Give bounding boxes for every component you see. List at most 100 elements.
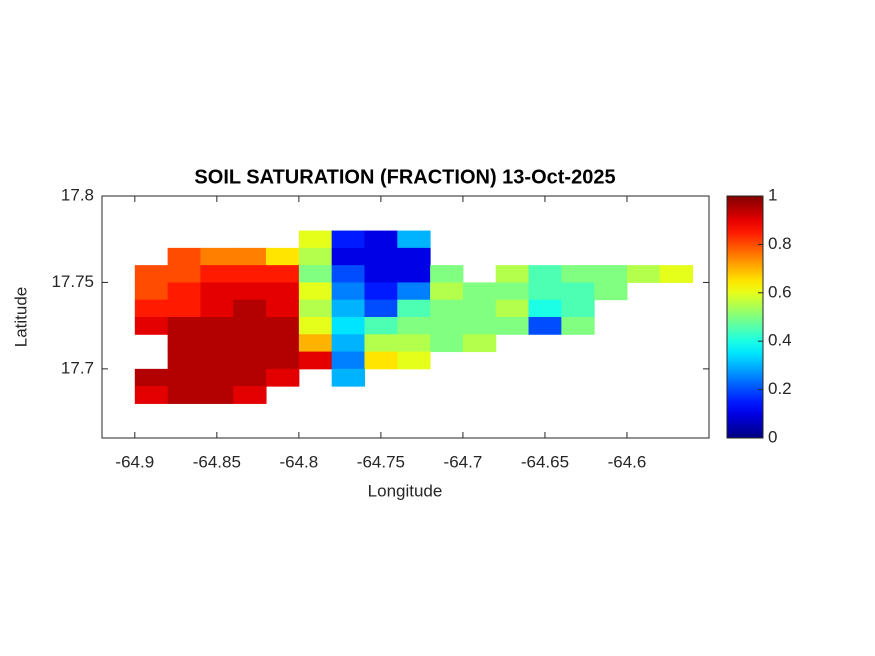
heat-cell <box>495 265 530 283</box>
heat-cell <box>331 351 365 370</box>
heat-cell <box>200 247 234 266</box>
heat-cell <box>266 247 300 266</box>
heat-cell <box>331 282 365 301</box>
heat-cell <box>233 247 267 266</box>
heat-cell <box>134 282 169 301</box>
heat-cell <box>397 265 431 283</box>
y-tick-label: 17.7 <box>61 358 94 377</box>
x-tick-label: -64.9 <box>115 452 154 471</box>
heat-cell <box>233 351 267 370</box>
heat-cell <box>495 299 530 318</box>
colorbar <box>726 195 764 439</box>
heat-cell <box>397 247 431 266</box>
heat-cell <box>233 368 267 387</box>
colorbar-tick-label: 0.4 <box>768 331 792 350</box>
heat-cell <box>298 230 333 249</box>
heat-cell <box>331 368 365 387</box>
heat-cell <box>594 265 628 283</box>
heat-cell <box>266 282 300 301</box>
heat-cell <box>233 299 267 318</box>
heat-cell <box>200 368 234 387</box>
x-tick-label: -64.75 <box>357 452 405 471</box>
heat-cell <box>430 317 464 335</box>
heat-cell <box>364 299 398 318</box>
heat-cell <box>528 317 562 335</box>
heat-cell <box>462 317 497 335</box>
heat-cell <box>200 317 234 335</box>
heat-cell <box>298 317 333 335</box>
heat-cell <box>134 317 169 335</box>
heat-cell <box>331 299 365 318</box>
heat-cell <box>200 265 234 283</box>
heat-cell <box>397 299 431 318</box>
heat-cell <box>298 299 333 318</box>
heat-cell <box>167 299 201 318</box>
heat-cell <box>528 265 562 283</box>
heat-cell <box>200 334 234 353</box>
heat-cell <box>134 368 169 387</box>
heat-cell <box>397 351 431 370</box>
heat-cell <box>561 299 595 318</box>
heat-cell <box>266 334 300 353</box>
heat-cell <box>298 265 333 283</box>
colorbar-tick-label: 0.2 <box>768 379 792 398</box>
y-axis-label: Latitude <box>11 287 30 348</box>
heat-cell <box>134 265 169 283</box>
heat-cell <box>626 265 661 283</box>
heat-cell <box>397 334 431 353</box>
axes-box <box>101 195 710 439</box>
heat-cell <box>298 247 333 266</box>
colorbar-tick-label: 0 <box>768 427 777 446</box>
heat-cell <box>364 230 398 249</box>
heat-cell <box>364 247 398 266</box>
heat-cell <box>561 282 595 301</box>
colorbar-tick-label: 0.6 <box>768 282 792 301</box>
heat-cell <box>200 386 234 404</box>
heat-cell <box>167 247 201 266</box>
heat-cell <box>233 282 267 301</box>
heat-cell <box>430 334 464 353</box>
heat-cell <box>331 230 365 249</box>
heat-cell <box>167 265 201 283</box>
heat-cell <box>266 317 300 335</box>
heat-cell <box>364 334 398 353</box>
heat-cell <box>266 351 300 370</box>
heat-cell <box>233 386 267 404</box>
heat-cell <box>233 265 267 283</box>
heat-cell <box>659 265 694 283</box>
heat-cell <box>167 334 201 353</box>
heat-cell <box>266 368 300 387</box>
x-tick-label: -64.85 <box>193 452 241 471</box>
heat-cell <box>364 317 398 335</box>
x-tick-label: -64.6 <box>608 452 647 471</box>
heat-cell <box>495 317 530 335</box>
heat-cell <box>561 317 595 335</box>
x-axis-label: Longitude <box>368 481 443 500</box>
heat-cell <box>462 299 497 318</box>
heat-cell <box>298 351 333 370</box>
colorbar-tick-label: 1 <box>768 185 777 204</box>
heat-cell <box>462 282 497 301</box>
heat-cell <box>430 299 464 318</box>
heat-cell <box>495 282 530 301</box>
x-tick-label: -64.8 <box>279 452 318 471</box>
y-tick-label: 17.75 <box>51 272 94 291</box>
heat-cell <box>266 265 300 283</box>
heat-cell <box>331 265 365 283</box>
heat-cell <box>331 247 365 266</box>
heat-cell <box>561 265 595 283</box>
heat-cell <box>266 299 300 318</box>
x-tick-label: -64.7 <box>444 452 483 471</box>
heat-cell <box>298 282 333 301</box>
colorbar-tick-label: 0.8 <box>768 234 792 253</box>
heat-cell <box>528 299 562 318</box>
heat-cell <box>331 317 365 335</box>
heat-cell <box>200 282 234 301</box>
heat-cell <box>364 351 398 370</box>
heat-cell <box>200 351 234 370</box>
heat-cell <box>430 282 464 301</box>
heat-cell <box>233 334 267 353</box>
heat-cell <box>364 265 398 283</box>
heat-cell <box>200 299 234 318</box>
